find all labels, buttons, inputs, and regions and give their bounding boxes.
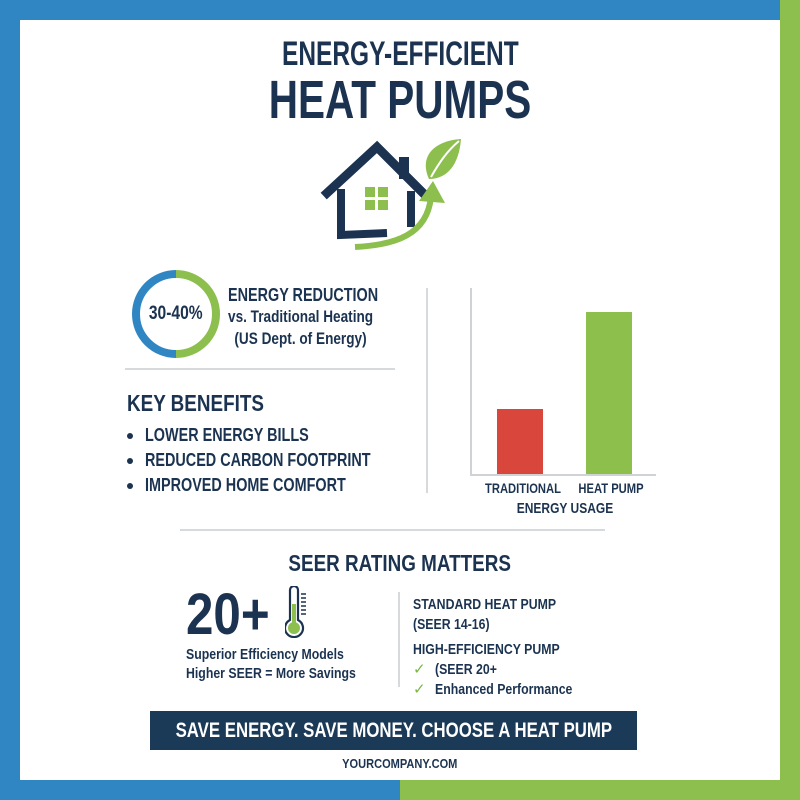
divider-vertical	[426, 288, 428, 493]
seer-heading-text: SEER RATING MATTERS	[288, 550, 512, 576]
frame-border-bottom-blue	[0, 780, 400, 800]
benefit-label: LOWER ENERGY BILLS	[145, 425, 309, 445]
divider-vertical	[398, 592, 400, 687]
title-line2-text: HEAT PUMPS	[268, 70, 532, 130]
seer-desc-line1: Superior Efficiency Models	[186, 646, 344, 663]
checkmark-icon: ✓	[413, 681, 426, 698]
seer-desc-line2: Higher SEER = More Savings	[186, 665, 356, 682]
high-feature-row: ✓ Enhanced Performance	[413, 679, 633, 699]
frame-border-top	[0, 0, 780, 20]
high-range-row: ✓ (SEER 20+	[413, 659, 633, 679]
chart-x-label: ENERGY USAGE	[516, 500, 614, 517]
chart-y-axis	[470, 288, 472, 476]
footer-website: YOURCOMPANY.COM	[0, 756, 800, 771]
list-item: REDUCED CARBON FOOTPRINT	[127, 448, 427, 473]
list-item: IMPROVED HOME COMFORT	[127, 473, 427, 498]
standard-label: STANDARD HEAT PUMP	[413, 595, 557, 613]
frame-border-right	[780, 0, 800, 800]
frame-border-bottom-green	[400, 780, 800, 800]
chart-category-heat-pump: HEAT PUMP	[578, 480, 644, 496]
benefits-heading: KEY BENEFITS	[127, 390, 264, 416]
house-leaf-arrow-icon	[320, 139, 461, 250]
high-label-row: HIGH-EFFICIENCY PUMP	[413, 639, 633, 659]
high-label: HIGH-EFFICIENCY PUMP	[413, 640, 560, 658]
thermometer-icon	[285, 586, 306, 638]
standard-label-row: STANDARD HEAT PUMP	[413, 594, 633, 614]
title-line1-text: ENERGY-EFFICIENT	[281, 35, 519, 73]
bullet-icon	[127, 432, 133, 439]
chart-category-traditional: TRADITIONAL	[485, 480, 561, 496]
reduction-info: ENERGY REDUCTION vs. Traditional Heating…	[228, 284, 408, 350]
divider-horizontal	[180, 529, 605, 531]
bar-traditional	[497, 409, 543, 474]
reduction-ring-value: 30-40%	[132, 270, 220, 358]
standard-range: (SEER 14-16)	[413, 615, 490, 633]
reduction-heading: ENERGY REDUCTION	[228, 285, 379, 305]
website-text: YOURCOMPANY.COM	[342, 756, 458, 771]
divider-horizontal	[125, 368, 395, 370]
reduction-percentage: 30-40%	[149, 303, 203, 324]
checkmark-icon: ✓	[413, 661, 426, 678]
frame-border-left	[0, 0, 20, 800]
reduction-ring-icon	[132, 270, 220, 358]
benefits-list: LOWER ENERGY BILLS REDUCED CARBON FOOTPR…	[127, 423, 427, 498]
benefit-label: REDUCED CARBON FOOTPRINT	[145, 450, 371, 470]
bar-heat-pump	[586, 312, 632, 474]
page-title-line1: ENERGY-EFFICIENT	[0, 36, 800, 72]
page-title-line2: HEAT PUMPS	[0, 73, 800, 127]
seer-big-number: 20+	[186, 582, 270, 647]
high-feature: Enhanced Performance	[435, 680, 573, 698]
seer-description: Superior Efficiency Models Higher SEER =…	[186, 645, 393, 683]
reduction-subline: vs. Traditional Heating	[228, 307, 374, 326]
list-item: LOWER ENERGY BILLS	[127, 423, 427, 448]
chart-x-axis	[470, 474, 656, 476]
seer-comparison: STANDARD HEAT PUMP (SEER 14-16) HIGH-EFF…	[413, 594, 633, 699]
benefit-label: IMPROVED HOME COMFORT	[145, 475, 346, 495]
standard-range-row: (SEER 14-16)	[413, 614, 633, 634]
cta-text: SAVE ENERGY. SAVE MONEY. CHOOSE A HEAT P…	[175, 718, 612, 742]
energy-usage-chart	[470, 288, 660, 478]
seer-heading: SEER RATING MATTERS	[0, 550, 800, 577]
bullet-icon	[127, 457, 133, 464]
cta-banner: SAVE ENERGY. SAVE MONEY. CHOOSE A HEAT P…	[150, 711, 637, 750]
reduction-source: (US Dept. of Energy)	[234, 329, 367, 348]
high-range: (SEER 20+	[435, 660, 497, 678]
bullet-icon	[127, 482, 133, 489]
